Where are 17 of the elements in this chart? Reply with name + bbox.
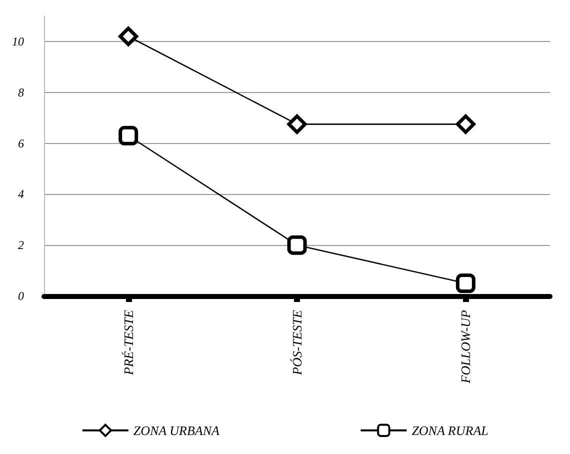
- y-tick-label: 2: [18, 238, 24, 252]
- point: [118, 26, 138, 46]
- point: [456, 114, 476, 134]
- point: [287, 235, 307, 255]
- point: [456, 274, 476, 294]
- y-tick-label: 4: [18, 187, 24, 202]
- x-tick-label: FOLLOW-UP: [458, 310, 474, 384]
- point: [287, 114, 307, 134]
- y-tick-label: 10: [12, 34, 24, 48]
- legend-label: ZONA URBANA: [133, 422, 220, 438]
- x-tick-label: PRÉ-TESTE: [120, 310, 136, 376]
- point: [118, 126, 138, 146]
- y-tick-label: 0: [18, 289, 24, 303]
- x-tick-label: PÓS-TESTE: [290, 310, 304, 376]
- legend-label: ZONA RURAL: [412, 422, 488, 438]
- y-tick-label: 6: [18, 136, 24, 150]
- y-tick-label: 8: [18, 85, 24, 100]
